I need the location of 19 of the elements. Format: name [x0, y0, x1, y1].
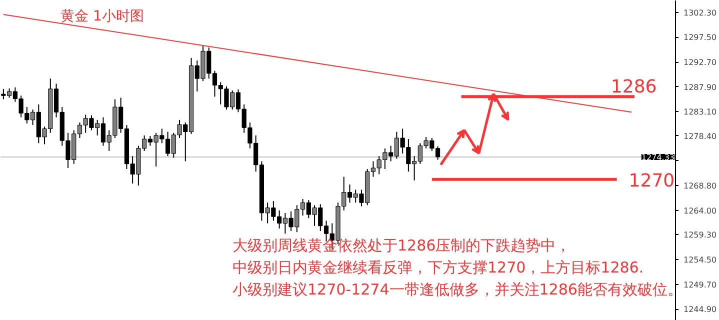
y-tick-label: 1297.50	[684, 33, 717, 42]
y-tick-label: 1268.80	[684, 182, 717, 191]
y-tick-label: 1287.90	[684, 82, 717, 92]
annotation: 大级别周线黄金依然处于1286压制的下跌趋势中，	[232, 236, 571, 254]
y-tick-label: 1278.40	[684, 132, 717, 141]
y-tick-label: 1249.70	[684, 280, 717, 290]
y-tick-label: 1244.90	[684, 305, 717, 314]
ref-line-label: 1274.33	[641, 152, 675, 162]
annotation: 小级别建议1270-1274一带逢低做多，并关注1286能否有效破位。	[232, 280, 682, 298]
annotation: 中级别日内黄金继续看反弹，下方支撑1270，上方目标1286.	[232, 258, 644, 276]
y-tick-label: 1254.50	[684, 256, 717, 264]
ref-line-label: 1286	[610, 76, 657, 98]
y-tick-label: 1283.10	[684, 108, 717, 117]
text: 黄金 1小时图	[60, 8, 144, 24]
y-tick-label: 1302.30	[684, 8, 717, 18]
y-tick-label: 1264.00	[684, 206, 717, 216]
ref-line-label: 1270	[628, 170, 675, 192]
y-tick-label: 1292.70	[684, 58, 717, 68]
y-tick-label: 1259.30	[684, 230, 717, 240]
